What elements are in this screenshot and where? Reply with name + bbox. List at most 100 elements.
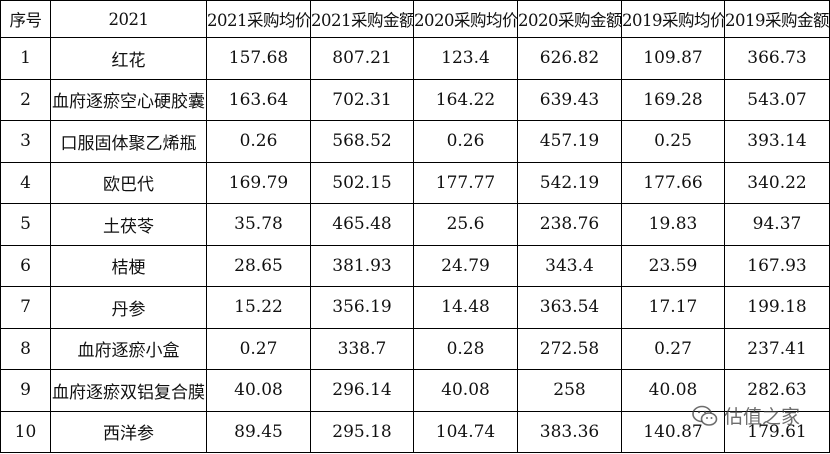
watermark: 估值之家 bbox=[692, 402, 800, 429]
table-cell: 40.08 bbox=[413, 369, 518, 412]
header-cell: 2019采购均价 bbox=[621, 0, 725, 38]
table-cell: 35.78 bbox=[206, 203, 311, 246]
table-cell: 199.18 bbox=[724, 286, 830, 329]
table-cell: 295.18 bbox=[310, 410, 414, 453]
table-cell: 465.48 bbox=[310, 203, 414, 246]
table-cell: 807.21 bbox=[310, 37, 414, 80]
header-cell: 2020采购均价 bbox=[413, 0, 518, 38]
wechat-icon bbox=[692, 405, 718, 426]
header-row: 序号 2021 2021采购均价 2021采购金额 2020采购均价 2020采购金额 20… bbox=[0, 0, 830, 38]
table-cell: 15.22 bbox=[206, 286, 311, 329]
table-cell: 340.22 bbox=[724, 161, 830, 204]
table-cell: 639.43 bbox=[517, 78, 622, 121]
table-cell: 109.87 bbox=[621, 37, 725, 80]
table-cell: 14.48 bbox=[413, 286, 518, 329]
table-cell: 1 bbox=[0, 37, 51, 80]
table-cell: 542.19 bbox=[517, 161, 622, 204]
table-cell: 欧巴代 bbox=[50, 161, 207, 204]
table-cell: 西洋参 bbox=[50, 410, 207, 453]
table-cell: 163.64 bbox=[206, 78, 311, 121]
table-cell: 4 bbox=[0, 161, 51, 204]
table-cell: 40.08 bbox=[206, 369, 311, 412]
table-cell: 272.58 bbox=[517, 327, 622, 370]
table-cell: 177.77 bbox=[413, 161, 518, 204]
table-cell: 0.26 bbox=[206, 120, 311, 163]
table-cell: 177.66 bbox=[621, 161, 725, 204]
table-cell: 17.17 bbox=[621, 286, 725, 329]
table-row: 5 土茯苓 35.78 465.48 25.6 238.76 19.83 94.37 bbox=[0, 203, 830, 246]
table-cell: 626.82 bbox=[517, 37, 622, 80]
table-cell: 169.28 bbox=[621, 78, 725, 121]
table-row: 7 丹参 15.22 356.19 14.48 363.54 17.17 199.18 bbox=[0, 286, 830, 329]
table-cell: 94.37 bbox=[724, 203, 830, 246]
table-cell: 104.74 bbox=[413, 410, 518, 453]
table-cell: 23.59 bbox=[621, 244, 725, 287]
table-cell: 口服固体聚乙烯瓶 bbox=[50, 120, 207, 163]
table-row: 3 口服固体聚乙烯瓶 0.26 568.52 0.26 457.19 0.25 393.14 bbox=[0, 120, 830, 163]
table-cell: 237.41 bbox=[724, 327, 830, 370]
table-row: 4 欧巴代 169.79 502.15 177.77 542.19 177.66 340.22 bbox=[0, 161, 830, 204]
table-cell: 282.63 bbox=[724, 369, 830, 412]
table-cell: 167.93 bbox=[724, 244, 830, 287]
table-cell: 28.65 bbox=[206, 244, 311, 287]
table-cell: 0.27 bbox=[621, 327, 725, 370]
table-cell: 24.79 bbox=[413, 244, 518, 287]
table-cell: 0.28 bbox=[413, 327, 518, 370]
table-cell: 0.25 bbox=[621, 120, 725, 163]
table-cell: 6 bbox=[0, 244, 51, 287]
table-cell: 土茯苓 bbox=[50, 203, 207, 246]
table-cell: 383.36 bbox=[517, 410, 622, 453]
table-cell: 3 bbox=[0, 120, 51, 163]
table-cell: 10 bbox=[0, 410, 51, 453]
table-row: 1 红花 157.68 807.21 123.4 626.82 109.87 366.73 bbox=[0, 37, 830, 80]
table-row: 6 桔梗 28.65 381.93 24.79 343.4 23.59 167.93 bbox=[0, 244, 830, 287]
table-cell: 296.14 bbox=[310, 369, 414, 412]
table-cell: 丹参 bbox=[50, 286, 207, 329]
table-cell: 血府逐瘀空心硬胶囊 bbox=[50, 78, 207, 121]
table-cell: 366.73 bbox=[724, 37, 830, 80]
watermark-text: 估值之家 bbox=[724, 406, 801, 428]
table-cell: 157.68 bbox=[206, 37, 311, 80]
table-cell: 457.19 bbox=[517, 120, 622, 163]
table-cell: 血府逐瘀双铝复合膜 bbox=[50, 369, 207, 412]
table-cell: 502.15 bbox=[310, 161, 414, 204]
table-cell: 393.14 bbox=[724, 120, 830, 163]
table-cell: 363.54 bbox=[517, 286, 622, 329]
header-cell: 2021采购均价 bbox=[206, 0, 311, 38]
table-cell: 2 bbox=[0, 78, 51, 121]
table-cell: 0.27 bbox=[206, 327, 311, 370]
table-cell: 25.6 bbox=[413, 203, 518, 246]
table-cell: 桔梗 bbox=[50, 244, 207, 287]
table-cell: 9 bbox=[0, 369, 51, 412]
table-cell: 343.4 bbox=[517, 244, 622, 287]
table-cell: 5 bbox=[0, 203, 51, 246]
table-cell: 红花 bbox=[50, 37, 207, 80]
table-cell: 356.19 bbox=[310, 286, 414, 329]
table-cell: 19.83 bbox=[621, 203, 725, 246]
table-cell: 381.93 bbox=[310, 244, 414, 287]
table-cell: 123.4 bbox=[413, 37, 518, 80]
table-cell: 238.76 bbox=[517, 203, 622, 246]
table-row: 10 西洋参 89.45 295.18 104.74 383.36 140.87 179.61 bbox=[0, 410, 830, 453]
table-cell: 40.08 bbox=[621, 369, 725, 412]
header-cell: 2021采购金额 bbox=[310, 0, 414, 38]
header-cell: 2020采购金额 bbox=[517, 0, 622, 38]
header-cell: 2019采购金额 bbox=[724, 0, 830, 38]
header-cell: 2021 bbox=[50, 0, 207, 38]
table-cell: 8 bbox=[0, 327, 51, 370]
table-cell: 258 bbox=[517, 369, 622, 412]
table-cell: 568.52 bbox=[310, 120, 414, 163]
table-cell: 0.26 bbox=[413, 120, 518, 163]
table-cell: 338.7 bbox=[310, 327, 414, 370]
table-row: 2 血府逐瘀空心硬胶囊 163.64 702.31 164.22 639.43 169.28… bbox=[0, 78, 830, 121]
table-row: 8 血府逐瘀小盒 0.27 338.7 0.28 272.58 0.27 237.41 bbox=[0, 327, 830, 370]
table-cell: 164.22 bbox=[413, 78, 518, 121]
table-cell: 89.45 bbox=[206, 410, 311, 453]
table-cell: 543.07 bbox=[724, 78, 830, 121]
table-row: 9 血府逐瘀双铝复合膜 40.08 296.14 40.08 258 40.08 282.63 bbox=[0, 369, 830, 412]
table-body: 1 红花 157.68 807.21 123.4 626.82 109.87 366.73 2 血… bbox=[0, 37, 830, 453]
table-cell: 7 bbox=[0, 286, 51, 329]
header-cell: 序号 bbox=[0, 0, 51, 38]
